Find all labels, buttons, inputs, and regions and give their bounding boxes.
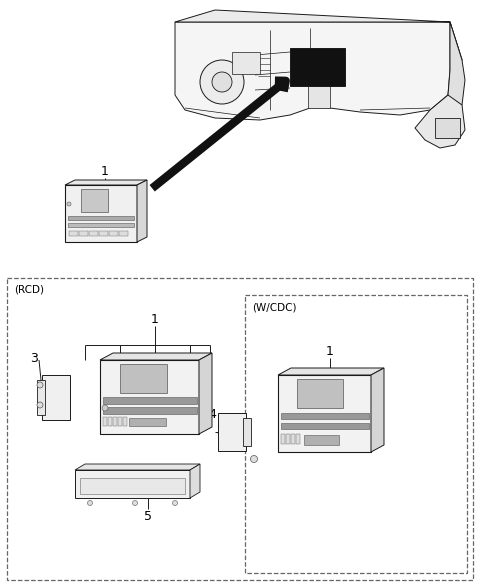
Text: 5: 5 xyxy=(144,510,152,523)
Text: 2: 2 xyxy=(216,423,224,437)
Text: 1: 1 xyxy=(326,345,334,358)
Polygon shape xyxy=(65,180,147,185)
Bar xyxy=(100,360,199,434)
Bar xyxy=(245,295,467,573)
Bar xyxy=(118,417,122,426)
Polygon shape xyxy=(75,464,200,470)
Circle shape xyxy=(67,202,71,206)
Bar xyxy=(103,407,197,414)
Polygon shape xyxy=(415,95,465,148)
Circle shape xyxy=(212,72,232,92)
Text: 1: 1 xyxy=(101,165,109,178)
Bar xyxy=(129,418,166,426)
Bar xyxy=(281,413,369,419)
Polygon shape xyxy=(199,353,212,434)
Bar xyxy=(113,417,117,426)
Bar xyxy=(65,185,137,242)
Bar xyxy=(304,435,339,445)
Bar xyxy=(120,364,167,393)
FancyArrowPatch shape xyxy=(152,80,286,188)
Circle shape xyxy=(251,456,257,463)
Bar xyxy=(291,434,295,444)
Circle shape xyxy=(132,501,137,505)
Circle shape xyxy=(37,402,43,408)
Polygon shape xyxy=(448,22,465,115)
Circle shape xyxy=(172,501,178,505)
Polygon shape xyxy=(100,353,212,360)
Bar xyxy=(281,434,285,444)
Bar xyxy=(7,278,473,580)
Bar xyxy=(435,118,460,138)
Bar xyxy=(99,231,108,236)
Bar xyxy=(109,231,118,236)
Circle shape xyxy=(102,405,108,411)
Bar xyxy=(286,434,290,444)
Bar xyxy=(108,417,112,426)
Circle shape xyxy=(37,382,43,388)
Bar xyxy=(69,231,78,236)
Circle shape xyxy=(200,60,244,104)
Bar xyxy=(81,189,108,212)
Text: (RCD): (RCD) xyxy=(14,285,44,295)
Bar xyxy=(218,413,246,451)
Bar xyxy=(68,216,134,220)
Bar xyxy=(278,375,371,452)
Bar xyxy=(75,470,190,498)
Bar xyxy=(37,380,45,415)
Text: 3: 3 xyxy=(30,352,38,365)
Bar xyxy=(103,397,197,404)
Polygon shape xyxy=(137,180,147,242)
Bar xyxy=(308,68,330,108)
Text: (W/CDC): (W/CDC) xyxy=(252,302,297,312)
Bar xyxy=(296,434,300,444)
Polygon shape xyxy=(278,368,384,375)
Polygon shape xyxy=(371,368,384,452)
Text: 1: 1 xyxy=(151,313,159,326)
Bar xyxy=(79,231,88,236)
Bar xyxy=(243,418,251,446)
Bar xyxy=(103,417,107,426)
Bar xyxy=(89,231,98,236)
Polygon shape xyxy=(190,464,200,498)
Bar xyxy=(119,231,128,236)
Circle shape xyxy=(87,501,93,505)
Bar xyxy=(123,417,127,426)
Bar xyxy=(281,423,369,429)
Bar xyxy=(42,375,70,420)
Polygon shape xyxy=(175,22,462,120)
Bar xyxy=(297,379,343,408)
Text: 4: 4 xyxy=(208,409,216,421)
Bar xyxy=(80,478,185,494)
Bar xyxy=(290,48,345,86)
Polygon shape xyxy=(175,10,462,70)
Bar xyxy=(232,52,260,74)
Bar xyxy=(68,223,134,227)
